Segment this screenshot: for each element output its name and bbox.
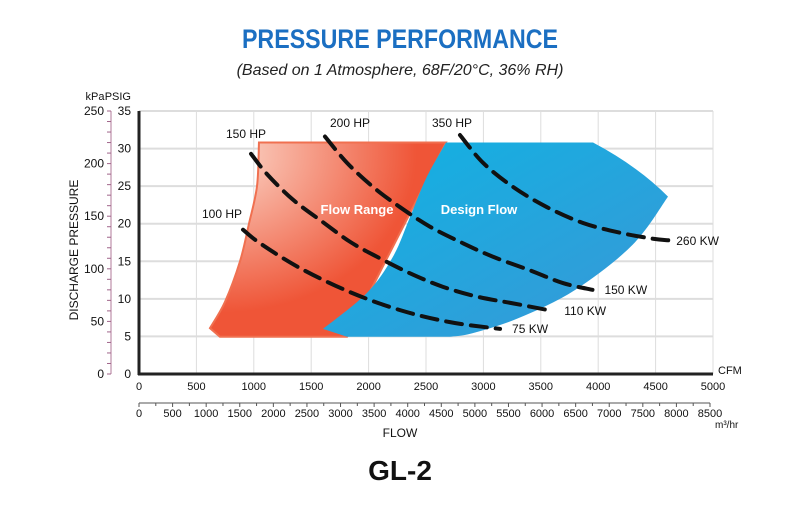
series-line	[241, 227, 503, 331]
x-tick-label: 0	[136, 381, 142, 393]
y-tick-label: 20	[118, 217, 132, 231]
x2-tick-label: 2500	[295, 408, 319, 420]
series-line	[457, 133, 671, 243]
series-label: 200 HP	[330, 116, 370, 130]
chart-title: PRESSURE PERFORMANCE	[241, 24, 559, 54]
y2-tick-label: 250	[84, 104, 104, 118]
series-end-label: 75 KW	[512, 322, 549, 336]
series-label: 150 HP	[226, 127, 266, 141]
series-label: 100 HP	[202, 207, 242, 221]
y-tick-label: 0	[124, 367, 131, 381]
series-line	[249, 151, 555, 313]
x2-tick-label: 5500	[496, 408, 520, 420]
y-tick-label: 30	[118, 142, 132, 156]
x2-tick-label: 5000	[463, 408, 487, 420]
x-tick-label: 4500	[643, 381, 667, 393]
x2-tick-label: 8500	[698, 408, 722, 420]
x2-tick-label: 4000	[395, 408, 419, 420]
series-line	[322, 134, 595, 292]
x2-tick-label: 8000	[664, 408, 688, 420]
x-tick-label: 3500	[529, 381, 553, 393]
x2-tick-label: 7000	[597, 408, 621, 420]
y-tick-label: 35	[118, 104, 132, 118]
model-label: GL-2	[368, 455, 432, 486]
y-tick-label: 15	[118, 254, 132, 268]
region-label-flow-range: Flow Range	[321, 202, 394, 217]
y2-tick-label: 200	[84, 157, 104, 171]
x-tick-label: 2000	[356, 381, 380, 393]
x2-tick-label: 2000	[261, 408, 285, 420]
x-tick-label: 1500	[299, 381, 323, 393]
x2-tick-label: 3000	[328, 408, 352, 420]
y-axis-title: DISCHARGE PRESSURE	[67, 180, 81, 321]
region-label-design-flow: Design Flow	[441, 202, 518, 217]
x2-tick-label: 1000	[194, 408, 218, 420]
x-tick-label: 1000	[242, 381, 266, 393]
series-end-label: 150 KW	[604, 283, 647, 297]
region-design-flow	[323, 142, 668, 337]
x-axis-unit: CFM	[718, 365, 742, 377]
chart-subtitle: (Based on 1 Atmosphere, 68F/20°C, 36% RH…	[236, 62, 564, 79]
y-tick-label: 5	[124, 329, 131, 343]
series-end-label: 110 KW	[564, 304, 606, 318]
x-tick-label: 4000	[586, 381, 610, 393]
x2-tick-label: 7500	[631, 408, 655, 420]
x-axis-title: FLOW	[383, 426, 418, 440]
x2-tick-label: 0	[136, 408, 142, 420]
x2-tick-label: 3500	[362, 408, 386, 420]
x-tick-label: 5000	[701, 381, 725, 393]
x-tick-label: 2500	[414, 381, 438, 393]
x-tick-label: 3000	[471, 381, 495, 393]
region-flow-range	[208, 141, 448, 338]
x2-tick-label: 6500	[563, 408, 587, 420]
x2-axis-unit: m³/hr	[715, 420, 739, 431]
x2-tick-label: 500	[163, 408, 181, 420]
y2-tick-label: 150	[84, 209, 104, 223]
y-tick-label: 25	[118, 179, 132, 193]
y-tick-label: 10	[118, 292, 132, 306]
y2-axis-unit: kPa	[86, 91, 106, 103]
y-axis-unit: PSIG	[105, 91, 131, 103]
x2-tick-label: 4500	[429, 408, 453, 420]
x-tick-label: 500	[187, 381, 205, 393]
x2-tick-label: 6000	[530, 408, 554, 420]
x2-tick-label: 1500	[228, 408, 252, 420]
y2-tick-label: 0	[97, 367, 104, 381]
series-label: 350 HP	[432, 116, 472, 130]
y2-tick-label: 50	[91, 314, 105, 328]
series-end-label: 260 KW	[676, 234, 719, 248]
y2-tick-label: 100	[84, 262, 104, 276]
